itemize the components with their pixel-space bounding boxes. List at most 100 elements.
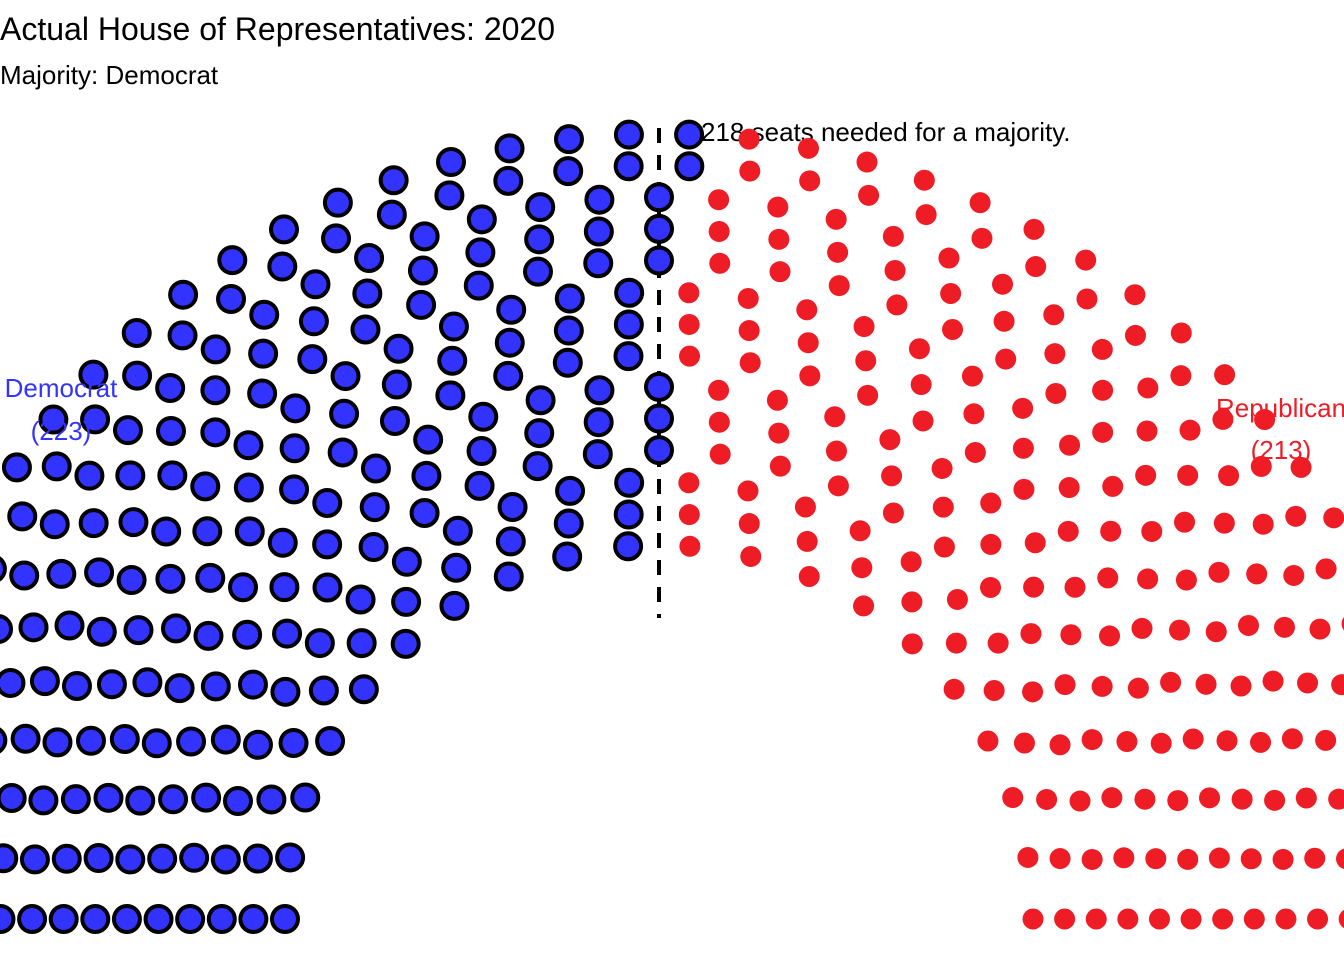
seat-republican bbox=[828, 275, 850, 297]
seat-democrat bbox=[200, 417, 231, 448]
seat-democrat bbox=[155, 563, 186, 594]
seat-democrat bbox=[614, 277, 645, 308]
seat-republican bbox=[1283, 564, 1305, 586]
seat-republican bbox=[915, 204, 937, 226]
seat-republican bbox=[1036, 788, 1058, 810]
seat-democrat bbox=[466, 436, 497, 467]
seat-republican bbox=[849, 520, 871, 542]
seat-republican bbox=[739, 160, 761, 182]
seat-republican bbox=[679, 535, 701, 557]
seat-democrat bbox=[132, 667, 163, 698]
seat-republican bbox=[961, 365, 983, 387]
seat-republican bbox=[1262, 670, 1284, 692]
seat-democrat bbox=[493, 360, 524, 391]
seat-republican bbox=[1199, 787, 1221, 809]
seat-republican bbox=[1273, 616, 1295, 638]
seat-republican bbox=[1135, 464, 1157, 486]
seat-republican bbox=[1059, 434, 1081, 456]
seat-republican bbox=[1175, 569, 1197, 591]
seat-democrat bbox=[60, 784, 91, 815]
seat-democrat bbox=[233, 472, 264, 503]
seat-republican bbox=[857, 384, 879, 406]
seat-democrat bbox=[493, 165, 524, 196]
seat-democrat bbox=[228, 572, 259, 603]
seat-democrat bbox=[0, 556, 7, 582]
seat-republican bbox=[1230, 675, 1252, 697]
seat-democrat bbox=[121, 317, 152, 348]
seat-republican bbox=[942, 319, 964, 340]
seat-republican bbox=[879, 429, 901, 451]
seat-republican bbox=[1012, 397, 1034, 419]
seat-democrat bbox=[249, 299, 280, 330]
seat-republican bbox=[933, 536, 955, 558]
seat-democrat bbox=[237, 669, 268, 700]
seat-democrat bbox=[358, 532, 389, 563]
seat-democrat bbox=[270, 676, 301, 707]
seat-democrat bbox=[441, 552, 472, 583]
seat-democrat bbox=[9, 560, 40, 591]
seat-republican bbox=[738, 513, 760, 535]
seat-democrat bbox=[222, 786, 253, 817]
seat-democrat bbox=[304, 628, 335, 659]
seat-republican bbox=[1150, 732, 1172, 754]
chart-subtitle: Majority: Democrat bbox=[0, 60, 219, 90]
seat-republican bbox=[1167, 790, 1189, 812]
seat-democrat bbox=[0, 843, 19, 874]
seat-democrat bbox=[157, 460, 188, 491]
seat-democrat bbox=[553, 508, 584, 539]
seat-republican bbox=[856, 151, 878, 173]
seat-republican bbox=[1177, 848, 1199, 870]
seat-democrat bbox=[465, 237, 496, 268]
seat-democrat bbox=[51, 843, 82, 874]
seat-republican bbox=[1054, 674, 1076, 696]
seat-republican bbox=[938, 247, 960, 269]
seat-democrat bbox=[39, 509, 70, 540]
seat-democrat bbox=[525, 192, 556, 223]
seat-democrat bbox=[439, 590, 470, 621]
seat-republican bbox=[853, 316, 875, 338]
seat-democrat bbox=[315, 726, 346, 756]
seat-republican bbox=[678, 504, 700, 526]
seat-democrat bbox=[167, 320, 198, 351]
seat-democrat bbox=[161, 613, 191, 644]
seat-democrat bbox=[155, 372, 186, 403]
seat-republican bbox=[963, 403, 985, 425]
seat-democrat bbox=[312, 488, 343, 519]
seat-democrat bbox=[80, 404, 111, 435]
seat-republican bbox=[1020, 623, 1042, 645]
seat-republican bbox=[980, 492, 1002, 514]
seat-republican bbox=[1097, 567, 1119, 589]
seat-republican bbox=[855, 350, 877, 372]
seat-republican bbox=[1170, 365, 1192, 387]
seat-democrat bbox=[200, 334, 231, 365]
seat-democrat bbox=[143, 904, 174, 934]
seat-democrat bbox=[644, 435, 674, 466]
seat-republican bbox=[1101, 787, 1123, 809]
seat-republican bbox=[1216, 730, 1238, 752]
seat-republican bbox=[1057, 520, 1079, 542]
seat-democrat bbox=[190, 471, 221, 502]
seat-republican bbox=[1116, 731, 1138, 753]
seat-republican bbox=[1246, 563, 1268, 585]
seat-republican bbox=[678, 282, 700, 304]
seat-republican bbox=[1136, 420, 1158, 442]
seat-democrat bbox=[411, 460, 442, 491]
seat-democrat bbox=[206, 904, 237, 934]
seat-democrat bbox=[552, 541, 583, 572]
seat-republican bbox=[1099, 625, 1121, 647]
seat-republican bbox=[708, 379, 730, 401]
seat-republican bbox=[1076, 288, 1098, 310]
seat-democrat bbox=[164, 673, 195, 704]
seat-republican bbox=[1208, 847, 1230, 869]
seat-democrat bbox=[290, 782, 321, 813]
seat-republican bbox=[1182, 728, 1204, 750]
seat-republican bbox=[825, 440, 847, 462]
seat-republican bbox=[900, 551, 922, 573]
seat-republican bbox=[969, 192, 991, 214]
seat-democrat bbox=[78, 359, 109, 390]
seat-democrat bbox=[216, 283, 247, 314]
seat-republican bbox=[1309, 618, 1331, 640]
seat-republican bbox=[737, 480, 759, 502]
seat-democrat bbox=[644, 182, 674, 213]
seat-republican bbox=[853, 595, 875, 617]
